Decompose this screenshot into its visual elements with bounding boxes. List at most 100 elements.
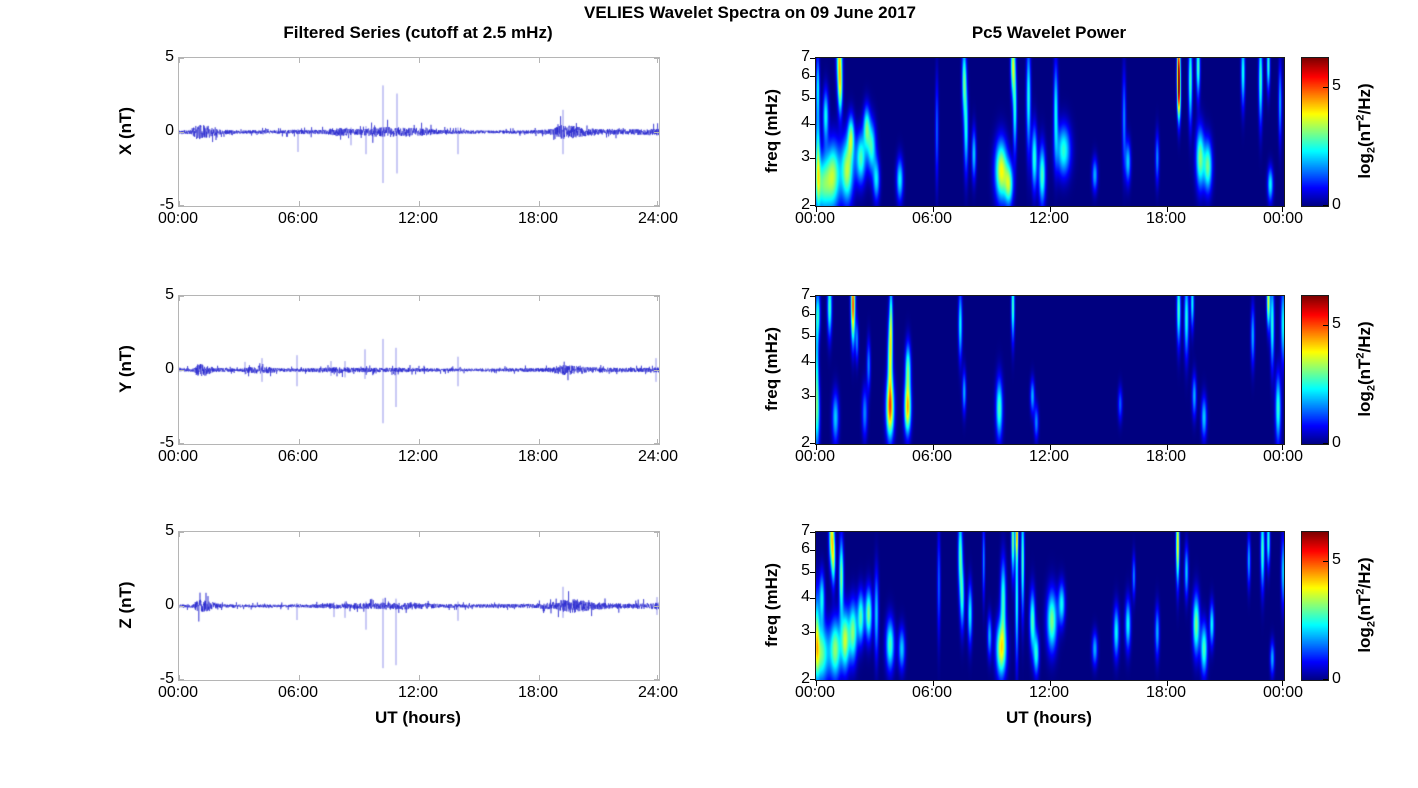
- colorbar-canvas: [1302, 58, 1328, 206]
- tick-label: 12:00: [397, 210, 439, 227]
- tick-mark: [179, 205, 184, 206]
- tick-mark: [1050, 681, 1051, 686]
- tick-mark: [1282, 207, 1283, 212]
- tick-label: 3: [801, 622, 810, 640]
- x-tick-labels: 00:00 06:00 12:00 18:00 00:00: [795, 448, 1303, 468]
- tick-mark: [1167, 445, 1168, 450]
- tick-label: 24:00: [637, 684, 679, 701]
- tick-label: 18:00: [517, 210, 559, 227]
- tick-mark: [933, 207, 934, 212]
- timeseries-canvas-z: [179, 532, 659, 680]
- tick-mark: [179, 58, 180, 63]
- tick-label: 12:00: [397, 448, 439, 465]
- x-axis-label-left: UT (hours): [375, 708, 461, 727]
- tick-mark: [810, 76, 815, 77]
- tick-label: 6: [801, 304, 810, 322]
- tick-mark: [1167, 681, 1168, 686]
- spectrogram-canvas-x: [816, 58, 1284, 206]
- tick-mark: [539, 201, 540, 206]
- tick-label: 4: [801, 352, 810, 370]
- tick-mark: [179, 679, 184, 680]
- tick-mark: [1323, 87, 1328, 88]
- spectrogram-column-title: Pc5 Wavelet Power: [971, 23, 1127, 42]
- tick-mark: [654, 205, 659, 206]
- tick-label: 7: [801, 286, 810, 303]
- tick-mark: [179, 443, 184, 444]
- tick-label: 00:00: [1262, 684, 1304, 701]
- tick-mark: [810, 124, 815, 125]
- tick-mark: [810, 98, 815, 99]
- tick-label: 5: [801, 87, 810, 105]
- tick-mark: [810, 314, 815, 315]
- tick-mark: [654, 132, 659, 133]
- tick-mark: [299, 532, 300, 537]
- tick-mark: [299, 439, 300, 444]
- figure-title: VELIES Wavelet Spectra on 09 June 2017: [584, 3, 916, 22]
- tick-mark: [419, 201, 420, 206]
- tick-label: 3: [801, 386, 810, 404]
- tick-mark: [816, 207, 817, 212]
- tick-label: 06:00: [911, 684, 953, 701]
- tick-mark: [810, 336, 815, 337]
- timeseries-column-title: Filtered Series (cutoff at 2.5 mHz): [283, 23, 553, 42]
- tick-mark: [654, 58, 659, 59]
- tick-label: 12:00: [1028, 684, 1070, 701]
- tick-mark: [179, 532, 184, 533]
- tick-mark: [1323, 443, 1328, 444]
- tick-mark: [299, 296, 300, 301]
- tick-mark: [539, 532, 540, 537]
- tick-label: 5: [165, 286, 174, 303]
- tick-label: 18:00: [1145, 210, 1187, 227]
- tick-mark: [1050, 207, 1051, 212]
- tick-mark: [933, 681, 934, 686]
- tick-label: 24:00: [637, 448, 679, 465]
- tick-mark: [179, 296, 184, 297]
- tick-label: 2: [801, 670, 810, 687]
- tick-mark: [810, 396, 815, 397]
- tick-mark: [179, 370, 184, 371]
- tick-label: -5: [159, 670, 174, 687]
- tick-mark: [179, 532, 180, 537]
- tick-mark: [810, 632, 815, 633]
- tick-mark: [657, 58, 658, 63]
- tick-mark: [299, 675, 300, 680]
- tick-mark: [179, 132, 184, 133]
- colorbar: [1301, 57, 1329, 207]
- tick-mark: [1050, 445, 1051, 450]
- colorbar-canvas: [1302, 296, 1328, 444]
- tick-label: 6: [801, 66, 810, 84]
- tick-mark: [1323, 205, 1328, 206]
- tick-mark: [1323, 561, 1328, 562]
- timeseries-panel-y: [178, 295, 660, 445]
- tick-mark: [179, 201, 180, 206]
- tick-label: 0: [1332, 670, 1341, 687]
- tick-label: 0: [1332, 196, 1341, 213]
- colorbar-label: log2(nT2/Hz): [1354, 557, 1378, 653]
- tick-label: 00:00: [157, 684, 199, 701]
- tick-mark: [657, 675, 658, 680]
- tick-label: -5: [159, 434, 174, 451]
- x-tick-labels: 00:00 06:00 12:00 18:00 24:00: [158, 448, 678, 468]
- tick-mark: [654, 443, 659, 444]
- tick-mark: [816, 445, 817, 450]
- spectrogram-panel-y: [810, 295, 1285, 450]
- tick-label: 5: [165, 522, 174, 539]
- tick-label: 12:00: [1028, 448, 1070, 465]
- x-tick-labels: 00:00 06:00 12:00 18:00 24:00: [158, 210, 678, 230]
- tick-label: 4: [801, 114, 810, 132]
- tick-mark: [810, 58, 815, 59]
- tick-label: 0: [165, 122, 174, 139]
- y-tick-labels: 5 0 -5: [142, 522, 174, 687]
- tick-mark: [810, 205, 815, 206]
- tick-mark: [657, 532, 658, 537]
- tick-mark: [419, 675, 420, 680]
- x-tick-labels: 00:00 06:00 12:00 18:00 00:00: [795, 684, 1303, 704]
- tick-label: 5: [801, 325, 810, 343]
- tick-label: 7: [801, 48, 810, 65]
- tick-mark: [419, 532, 420, 537]
- tick-mark: [810, 362, 815, 363]
- tick-label: 00:00: [794, 448, 836, 465]
- freq-axis-label: freq (mHz): [762, 326, 781, 412]
- tick-label: 18:00: [1145, 684, 1187, 701]
